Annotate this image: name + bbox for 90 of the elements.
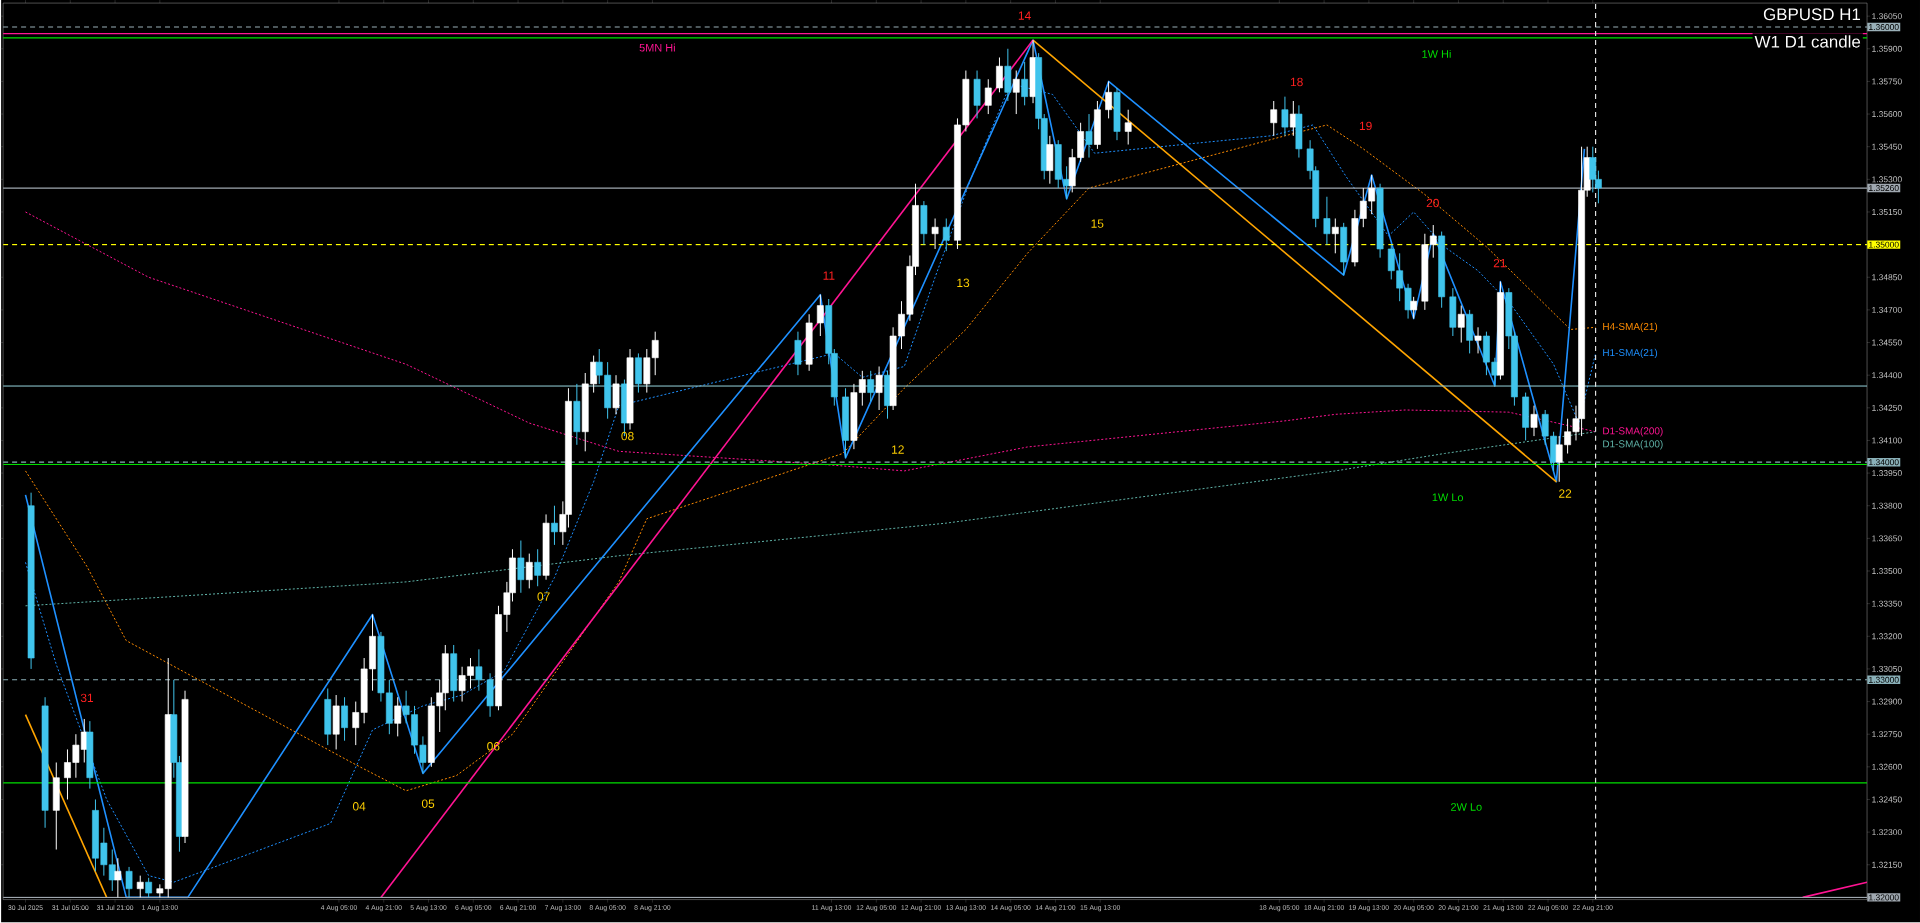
y-tick-label: 1.32600 <box>1872 764 1902 771</box>
candlestick <box>1474 327 1482 355</box>
candlestick <box>475 649 483 692</box>
candlestick <box>551 505 558 546</box>
y-tick-label: 1.34700 <box>1872 307 1902 314</box>
candlestick <box>1410 296 1418 320</box>
annotation: 18 <box>1290 77 1303 87</box>
candlestick <box>931 218 939 250</box>
candlestick <box>145 877 153 899</box>
ref-line-label: 2W Lo <box>1451 803 1482 812</box>
y-tick-label: 1.35900 <box>1872 46 1902 52</box>
y-tick-label: 1.34550 <box>1872 339 1902 346</box>
annotation: 19 <box>1359 121 1372 131</box>
candlestick <box>875 366 883 411</box>
y-tick-label: 1.34400 <box>1872 372 1902 379</box>
annotation: 12 <box>892 445 904 454</box>
candlestick <box>996 57 1003 94</box>
series-label: H4-SMA(21) <box>1603 322 1658 333</box>
series-label: D1-SMA(200) <box>1603 427 1663 437</box>
y-tick-label: 1.34100 <box>1872 437 1902 444</box>
annotation: 20 <box>1426 199 1439 208</box>
y-tick-label: 1.36050 <box>1872 13 1902 20</box>
candlestick <box>341 696 348 742</box>
candlestick <box>136 875 144 899</box>
y-tick-label: 1.35300 <box>1872 176 1902 183</box>
annotation: 05 <box>421 799 435 809</box>
candlestick <box>534 548 542 587</box>
y-tick-label: 1.35600 <box>1872 111 1902 118</box>
ref-line-label: 1W Lo <box>1432 493 1464 502</box>
candlestick <box>1270 100 1278 137</box>
candlestick <box>1021 61 1029 107</box>
candlestick <box>517 540 525 594</box>
ref-line-label: 1.35260 <box>1869 185 1899 192</box>
annotation: 13 <box>957 278 970 288</box>
y-tick-label: 1.33200 <box>1872 633 1902 640</box>
candlestick <box>612 374 620 416</box>
chart-title: GBPUSD H1 <box>1763 8 1861 21</box>
y-tick-label: 1.33950 <box>1872 470 1902 477</box>
candlestick <box>867 370 875 402</box>
y-tick-label: 1.33800 <box>1872 502 1902 509</box>
ref-line-label: 5MN Hi <box>639 43 675 52</box>
candlestick <box>525 553 533 590</box>
annotation: 15 <box>1091 219 1104 228</box>
candlestick <box>1457 305 1465 344</box>
candlestick <box>984 78 992 115</box>
series-label: D1-SMA(100) <box>1603 440 1663 450</box>
series-label: H1-SMA(21) <box>1603 348 1658 359</box>
y-tick-label: 1.32750 <box>1872 731 1902 738</box>
candlestick <box>1105 81 1112 120</box>
candlestick <box>1323 196 1331 246</box>
annotation: 14 <box>1018 11 1031 20</box>
annotation: 07 <box>537 592 550 602</box>
candlestick <box>1281 96 1289 137</box>
ref-line-label: 1W Hi <box>1422 50 1451 59</box>
y-tick-label: 1.33500 <box>1872 568 1902 575</box>
candlestick <box>1085 113 1093 159</box>
y-tick-label: 1.35150 <box>1872 209 1902 216</box>
candlestick <box>1331 218 1339 255</box>
text: W1 D1 candle <box>1754 35 1861 48</box>
y-tick-label: 1.35750 <box>1872 78 1902 85</box>
y-tick-label: 1.33650 <box>1872 535 1902 542</box>
ref-line-label: 1.34000 <box>1869 459 1899 466</box>
annotation: 21 <box>1493 259 1506 268</box>
annotation: 11 <box>823 271 835 280</box>
y-tick-label: 1.32300 <box>1872 829 1902 836</box>
ref-line-label: 1.32000 <box>1869 894 1899 901</box>
y-tick-label: 1.33050 <box>1872 666 1902 673</box>
candlestick <box>1530 405 1538 437</box>
y-tick-label: 1.32900 <box>1872 698 1902 705</box>
annotation: 31 <box>80 693 94 703</box>
annotation: 22 <box>1559 489 1572 498</box>
y-tick-label: 1.34250 <box>1872 405 1902 412</box>
candlestick <box>394 696 402 738</box>
y-tick-label: 1.35450 <box>1872 143 1902 150</box>
candlestick <box>125 866 133 899</box>
annotation: 04 <box>352 802 366 811</box>
y-tick-label: 1.32150 <box>1872 861 1902 868</box>
candlestick <box>816 294 824 337</box>
candlestick <box>794 331 802 376</box>
candlestick <box>1012 70 1020 115</box>
y-tick-label: 1.34850 <box>1872 274 1902 281</box>
candlestick <box>1124 109 1132 146</box>
annotation: 08 <box>621 432 634 441</box>
ref-line-label: 1.33000 <box>1869 677 1899 684</box>
y-tick-label: 1.32450 <box>1872 796 1902 803</box>
ref-line-label: 1.36000 <box>1869 24 1899 31</box>
y-tick-label: 1.33350 <box>1872 600 1902 607</box>
candlestick <box>942 218 950 252</box>
candlestick <box>114 857 122 899</box>
ref-line-label: 1.35000 <box>1869 241 1899 248</box>
